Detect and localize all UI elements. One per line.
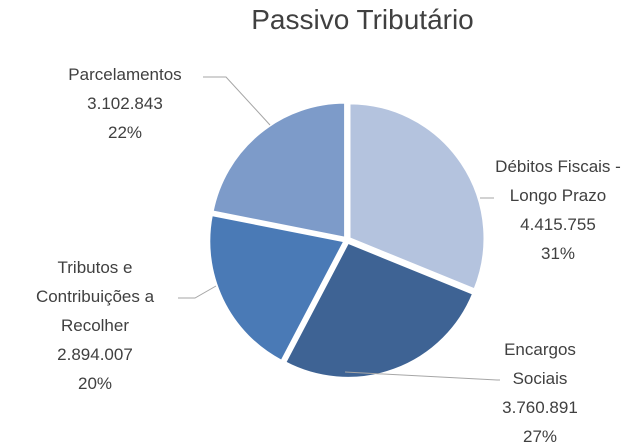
percent-label: 22% bbox=[107, 123, 143, 142]
data-label: Tributos e Contribuições a Recolher 2.894… bbox=[20, 253, 170, 398]
percent-label: 27% bbox=[522, 427, 558, 445]
category-label: Encargos Sociais bbox=[504, 340, 576, 388]
data-label: Débitos Fiscais - Longo Prazo 4.415.755 31… bbox=[488, 152, 628, 268]
chart-title: Passivo Tributário bbox=[251, 4, 474, 35]
pie-slice bbox=[283, 241, 475, 379]
category-label: Tributos e Contribuições a Recolher bbox=[35, 258, 155, 335]
pie-slice bbox=[348, 102, 486, 291]
value-label: 2.894.007 bbox=[57, 345, 133, 364]
leader-line bbox=[178, 285, 217, 299]
category-label: Débitos Fiscais - Longo Prazo bbox=[495, 157, 621, 205]
pie-slice bbox=[208, 213, 346, 363]
pie-slice bbox=[211, 101, 347, 239]
data-label: Encargos Sociais 3.760.891 27% bbox=[495, 335, 585, 445]
value-label: 4.415.755 bbox=[520, 215, 596, 234]
percent-label: 20% bbox=[77, 374, 113, 393]
value-label: 3.102.843 bbox=[87, 94, 163, 113]
value-label: 3.760.891 bbox=[502, 398, 578, 417]
data-label: Parcelamentos 3.102.843 22% bbox=[50, 60, 200, 147]
percent-label: 31% bbox=[540, 244, 576, 263]
leader-line bbox=[203, 76, 271, 126]
category-label: Parcelamentos bbox=[68, 65, 182, 84]
leader-line bbox=[344, 371, 500, 381]
